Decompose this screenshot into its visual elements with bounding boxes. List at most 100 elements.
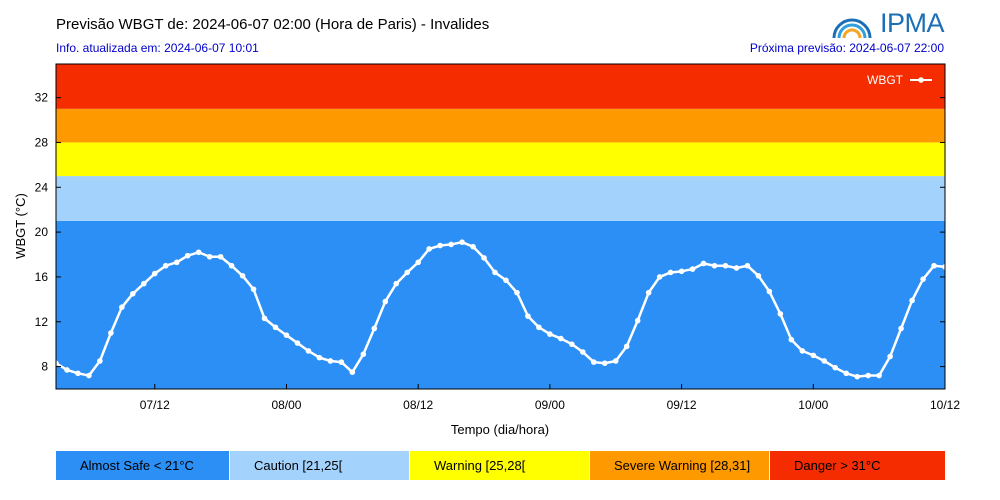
y-tick-label: 20 [35,225,49,239]
data-point [887,353,893,360]
data-point [909,297,915,304]
data-point [755,273,762,279]
risk-legend-label: Severe Warning [28,31] [614,458,751,473]
data-point [492,269,498,276]
threshold-bands [56,64,945,389]
data-point [360,351,367,358]
data-point [876,372,882,379]
y-tick-label: 28 [35,135,49,149]
band-3 [56,108,945,143]
data-point [437,242,443,249]
data-point [832,364,839,371]
data-point [503,277,509,284]
data-point [481,255,487,261]
plot-frame [55,63,946,390]
data-point [239,273,246,279]
x-tick-label: 10/12 [930,398,960,412]
data-point [810,352,817,359]
data-point [316,354,323,361]
data-point [228,262,235,269]
data-point [569,341,575,347]
risk-legend-item: Almost Safe < 21°C [56,451,230,480]
risk-legend-item: Severe Warning [28,31] [590,451,770,480]
data-point [283,332,290,339]
risk-legend-item: Caution [21,25[ [230,451,410,480]
data-point [448,241,454,248]
data-point [371,325,378,332]
ipma-logo-icon [832,18,872,39]
data-point [854,373,860,380]
data-point [931,262,937,269]
data-point [799,348,806,354]
x-tick-label: 09/12 [667,398,697,412]
page-title: Previsão WBGT de: 2024-06-07 02:00 (Hora… [56,16,490,33]
band-1 [56,176,945,221]
data-point [722,262,729,269]
data-point [272,324,279,331]
data-point [173,259,180,266]
data-point [404,269,411,276]
data-point [514,289,520,296]
wbgt-chart: 8 12 16 20 24 28 32 07/12 08/00 08/12 09/00 09/12 1… [13,63,960,437]
data-point [415,259,421,266]
data-point [64,367,70,373]
data-point [206,253,213,260]
x-tick-label: 09/00 [535,398,565,412]
data-point [426,246,432,252]
risk-legend-label: Caution [21,25[ [254,458,343,473]
data-point [634,317,641,324]
data-point [470,243,476,250]
data-point [656,274,663,280]
x-tick-label: 08/00 [271,398,301,412]
y-tick-label: 8 [41,360,48,374]
next-forecast-info: Próxima previsão: 2024-06-07 22:00 [749,41,944,55]
data-point [151,270,158,277]
ipma-logo-text: IPMA [880,8,945,38]
risk-legend: Almost Safe < 21°C Caution [21,25[ Warning… [56,451,945,480]
data-point [667,269,674,276]
data-point [612,358,619,364]
data-point [382,298,389,305]
series-layer [53,239,957,380]
data-point [777,311,784,317]
data-point [97,358,103,364]
data-point [843,370,850,377]
data-point [623,343,630,350]
data-point [536,324,542,331]
data-point [733,265,740,271]
data-point [393,280,400,287]
data-point [821,358,828,364]
legend-label: WBGT [867,73,904,87]
data-point [108,330,114,336]
data-point [689,266,696,272]
data-point [261,315,268,322]
band-4 [56,64,945,109]
x-axis: 07/12 08/00 08/12 09/00 09/12 10/00 10/12 [140,384,960,412]
band-2 [56,142,945,177]
data-point [217,253,224,260]
data-point [525,313,531,319]
risk-legend-item: Warning [25,28[ [410,451,590,480]
data-point [327,358,334,364]
x-tick-label: 08/12 [403,398,433,412]
data-point [141,280,147,287]
y-axis-label: WBGT (°C) [13,193,28,259]
data-point [711,262,718,269]
data-point [305,348,312,354]
y-tick-label: 16 [35,270,49,284]
data-point [678,268,685,275]
data-point [920,276,926,282]
y-axis: 8 12 16 20 24 28 32 [35,91,945,374]
data-point [162,262,169,269]
data-point [250,286,257,293]
data-point [788,336,795,343]
data-point [744,262,751,269]
data-point [86,372,92,379]
data-point [558,335,564,342]
data-point [645,289,652,296]
data-point [119,304,125,310]
x-tick-label: 10/00 [798,398,828,412]
risk-legend-label: Danger > 31°C [794,458,881,473]
data-point [195,249,202,256]
data-point [349,369,356,375]
